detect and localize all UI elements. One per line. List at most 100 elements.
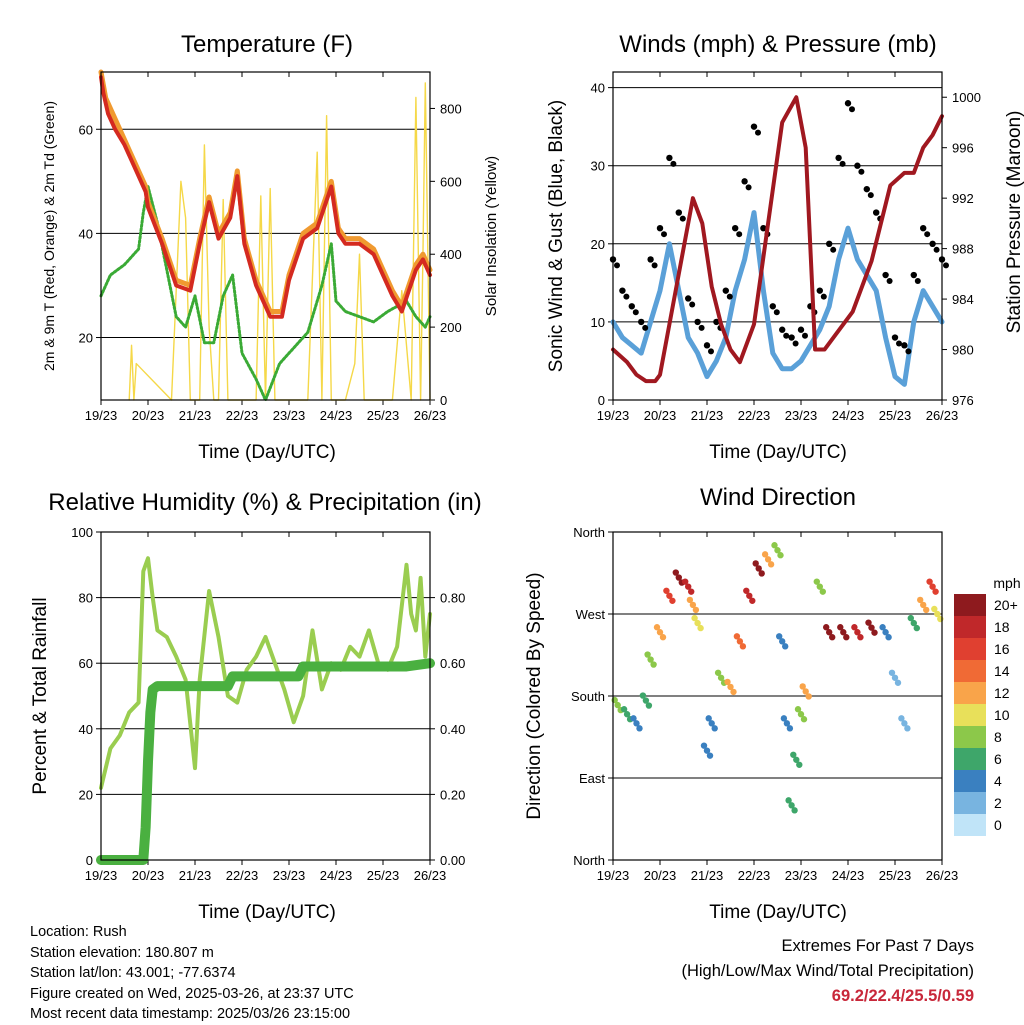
direction-point xyxy=(783,720,791,727)
direction-point xyxy=(682,578,689,585)
direction-point xyxy=(633,720,640,727)
gust-point xyxy=(722,287,729,294)
direction-point xyxy=(868,624,875,631)
gust-point xyxy=(826,240,833,248)
ytick-label-4: North xyxy=(573,853,605,868)
direction-point xyxy=(913,624,920,632)
gust-point xyxy=(675,209,682,216)
direction-point xyxy=(692,606,700,614)
direction-point xyxy=(743,587,750,594)
ytick-label-4: South xyxy=(571,689,605,704)
gust-point xyxy=(732,224,739,232)
direction-point xyxy=(688,588,695,595)
direction-point xyxy=(705,715,712,722)
humidity-ylabel: Percent & Total Rainfall xyxy=(30,597,51,794)
gust-point xyxy=(779,326,786,333)
gust-point xyxy=(839,160,846,167)
direction-point xyxy=(931,605,938,613)
xtick-label-4: 23/23 xyxy=(785,868,818,883)
ytick-label-3: 40 xyxy=(79,722,93,737)
gust-point xyxy=(830,246,837,253)
colorbar-swatch xyxy=(954,770,986,792)
direction-point xyxy=(785,797,792,804)
gust-point xyxy=(924,231,931,238)
direction-point xyxy=(802,688,809,695)
direction-point xyxy=(645,702,653,709)
colorbar-swatch xyxy=(954,814,986,836)
direction-point xyxy=(708,720,715,727)
gust-point xyxy=(741,178,748,185)
xtick-label-1: 24/23 xyxy=(320,408,353,423)
gust-point xyxy=(623,293,630,300)
ytick-right-label-2: 992 xyxy=(952,191,974,206)
direction-point xyxy=(666,592,673,599)
direction-point xyxy=(923,606,930,614)
plot-frame-4 xyxy=(612,531,943,861)
xtick-label-2: 22/23 xyxy=(738,408,771,423)
direction-point xyxy=(771,542,778,549)
gust-point xyxy=(638,318,645,326)
xtick-label-2: 26/23 xyxy=(926,408,959,423)
direction-point xyxy=(685,583,692,590)
gust-point xyxy=(844,100,852,107)
station-info: Location: Rush Station elevation: 180.80… xyxy=(30,922,354,1025)
colorbar-label: 18 xyxy=(994,619,1010,635)
temperature-ylabel: 2m & 9m T (Red, Orange) & 2m Td (Green) xyxy=(41,101,57,371)
gust-point xyxy=(666,154,673,162)
direction-point xyxy=(851,624,858,631)
temperature-ylabel-right: Solar Insolation (Yellow) xyxy=(483,156,500,316)
direction-point xyxy=(932,588,939,595)
direction-point xyxy=(758,570,765,577)
xtick-label-3: 26/23 xyxy=(414,868,447,883)
gust-point xyxy=(619,287,626,294)
xtick-label-3: 24/23 xyxy=(320,868,353,883)
gust-point xyxy=(905,348,912,355)
direction-point xyxy=(639,692,647,699)
direction-point xyxy=(739,643,747,650)
gust-point xyxy=(642,324,649,331)
plot-frame-3 xyxy=(100,531,431,861)
winds-xlabel: Time (Day/UTC) xyxy=(709,442,847,463)
humidity-xlabel: Time (Day/UTC) xyxy=(198,902,336,923)
direction-point xyxy=(823,624,830,631)
direction-point xyxy=(796,761,803,768)
ytick-label-2: 0 xyxy=(598,393,605,408)
gust-point xyxy=(792,340,799,347)
xtick-label-1: 19/23 xyxy=(85,408,118,423)
gust-point xyxy=(689,301,696,308)
colorbar-label: 6 xyxy=(994,751,1002,767)
xtick-label-3: 22/23 xyxy=(226,868,259,883)
direction-point xyxy=(799,683,806,690)
direction-point xyxy=(694,619,701,627)
gust-point xyxy=(703,342,711,349)
direction-point xyxy=(653,624,661,631)
xtick-label-1: 22/23 xyxy=(226,408,259,423)
direction-point xyxy=(837,624,844,631)
colorbar-swatch xyxy=(954,748,986,770)
gust-point xyxy=(867,192,874,199)
xtick-label-3: 25/23 xyxy=(367,868,400,883)
gust-point xyxy=(773,309,780,316)
gust-point xyxy=(933,246,940,253)
plot-frame-2 xyxy=(612,71,943,401)
gust-point xyxy=(788,334,795,341)
direction-point xyxy=(761,551,769,558)
ytick-label-3: 60 xyxy=(79,656,93,671)
colorbar-title: mph xyxy=(993,575,1020,591)
gust-point xyxy=(896,340,902,347)
created-text: Figure created on Wed, 2025-03-26, at 23… xyxy=(30,985,354,1002)
extremes-title: Extremes For Past 7 Days xyxy=(781,937,974,955)
latlon-text: Station lat/lon: 43.001; -77.6374 xyxy=(30,965,236,981)
gust-point xyxy=(929,240,936,248)
ytick-right-label-1: 600 xyxy=(440,174,462,189)
ytick-label-2: 10 xyxy=(591,315,605,330)
gust-point xyxy=(628,303,635,310)
colorbar-label: 2 xyxy=(994,795,1002,811)
direction-point xyxy=(819,588,826,595)
gust-point xyxy=(713,318,720,326)
colorbar-swatch xyxy=(954,660,986,682)
direction-title: Wind Direction xyxy=(700,484,856,511)
gust-point xyxy=(698,324,705,331)
colorbar-label: 10 xyxy=(994,707,1010,723)
gust-point xyxy=(920,224,927,232)
